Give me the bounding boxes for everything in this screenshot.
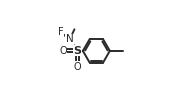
Text: N: N xyxy=(66,34,74,44)
Text: O: O xyxy=(74,62,81,72)
Text: O: O xyxy=(59,46,67,56)
Text: S: S xyxy=(74,46,81,56)
Text: F: F xyxy=(58,27,63,37)
